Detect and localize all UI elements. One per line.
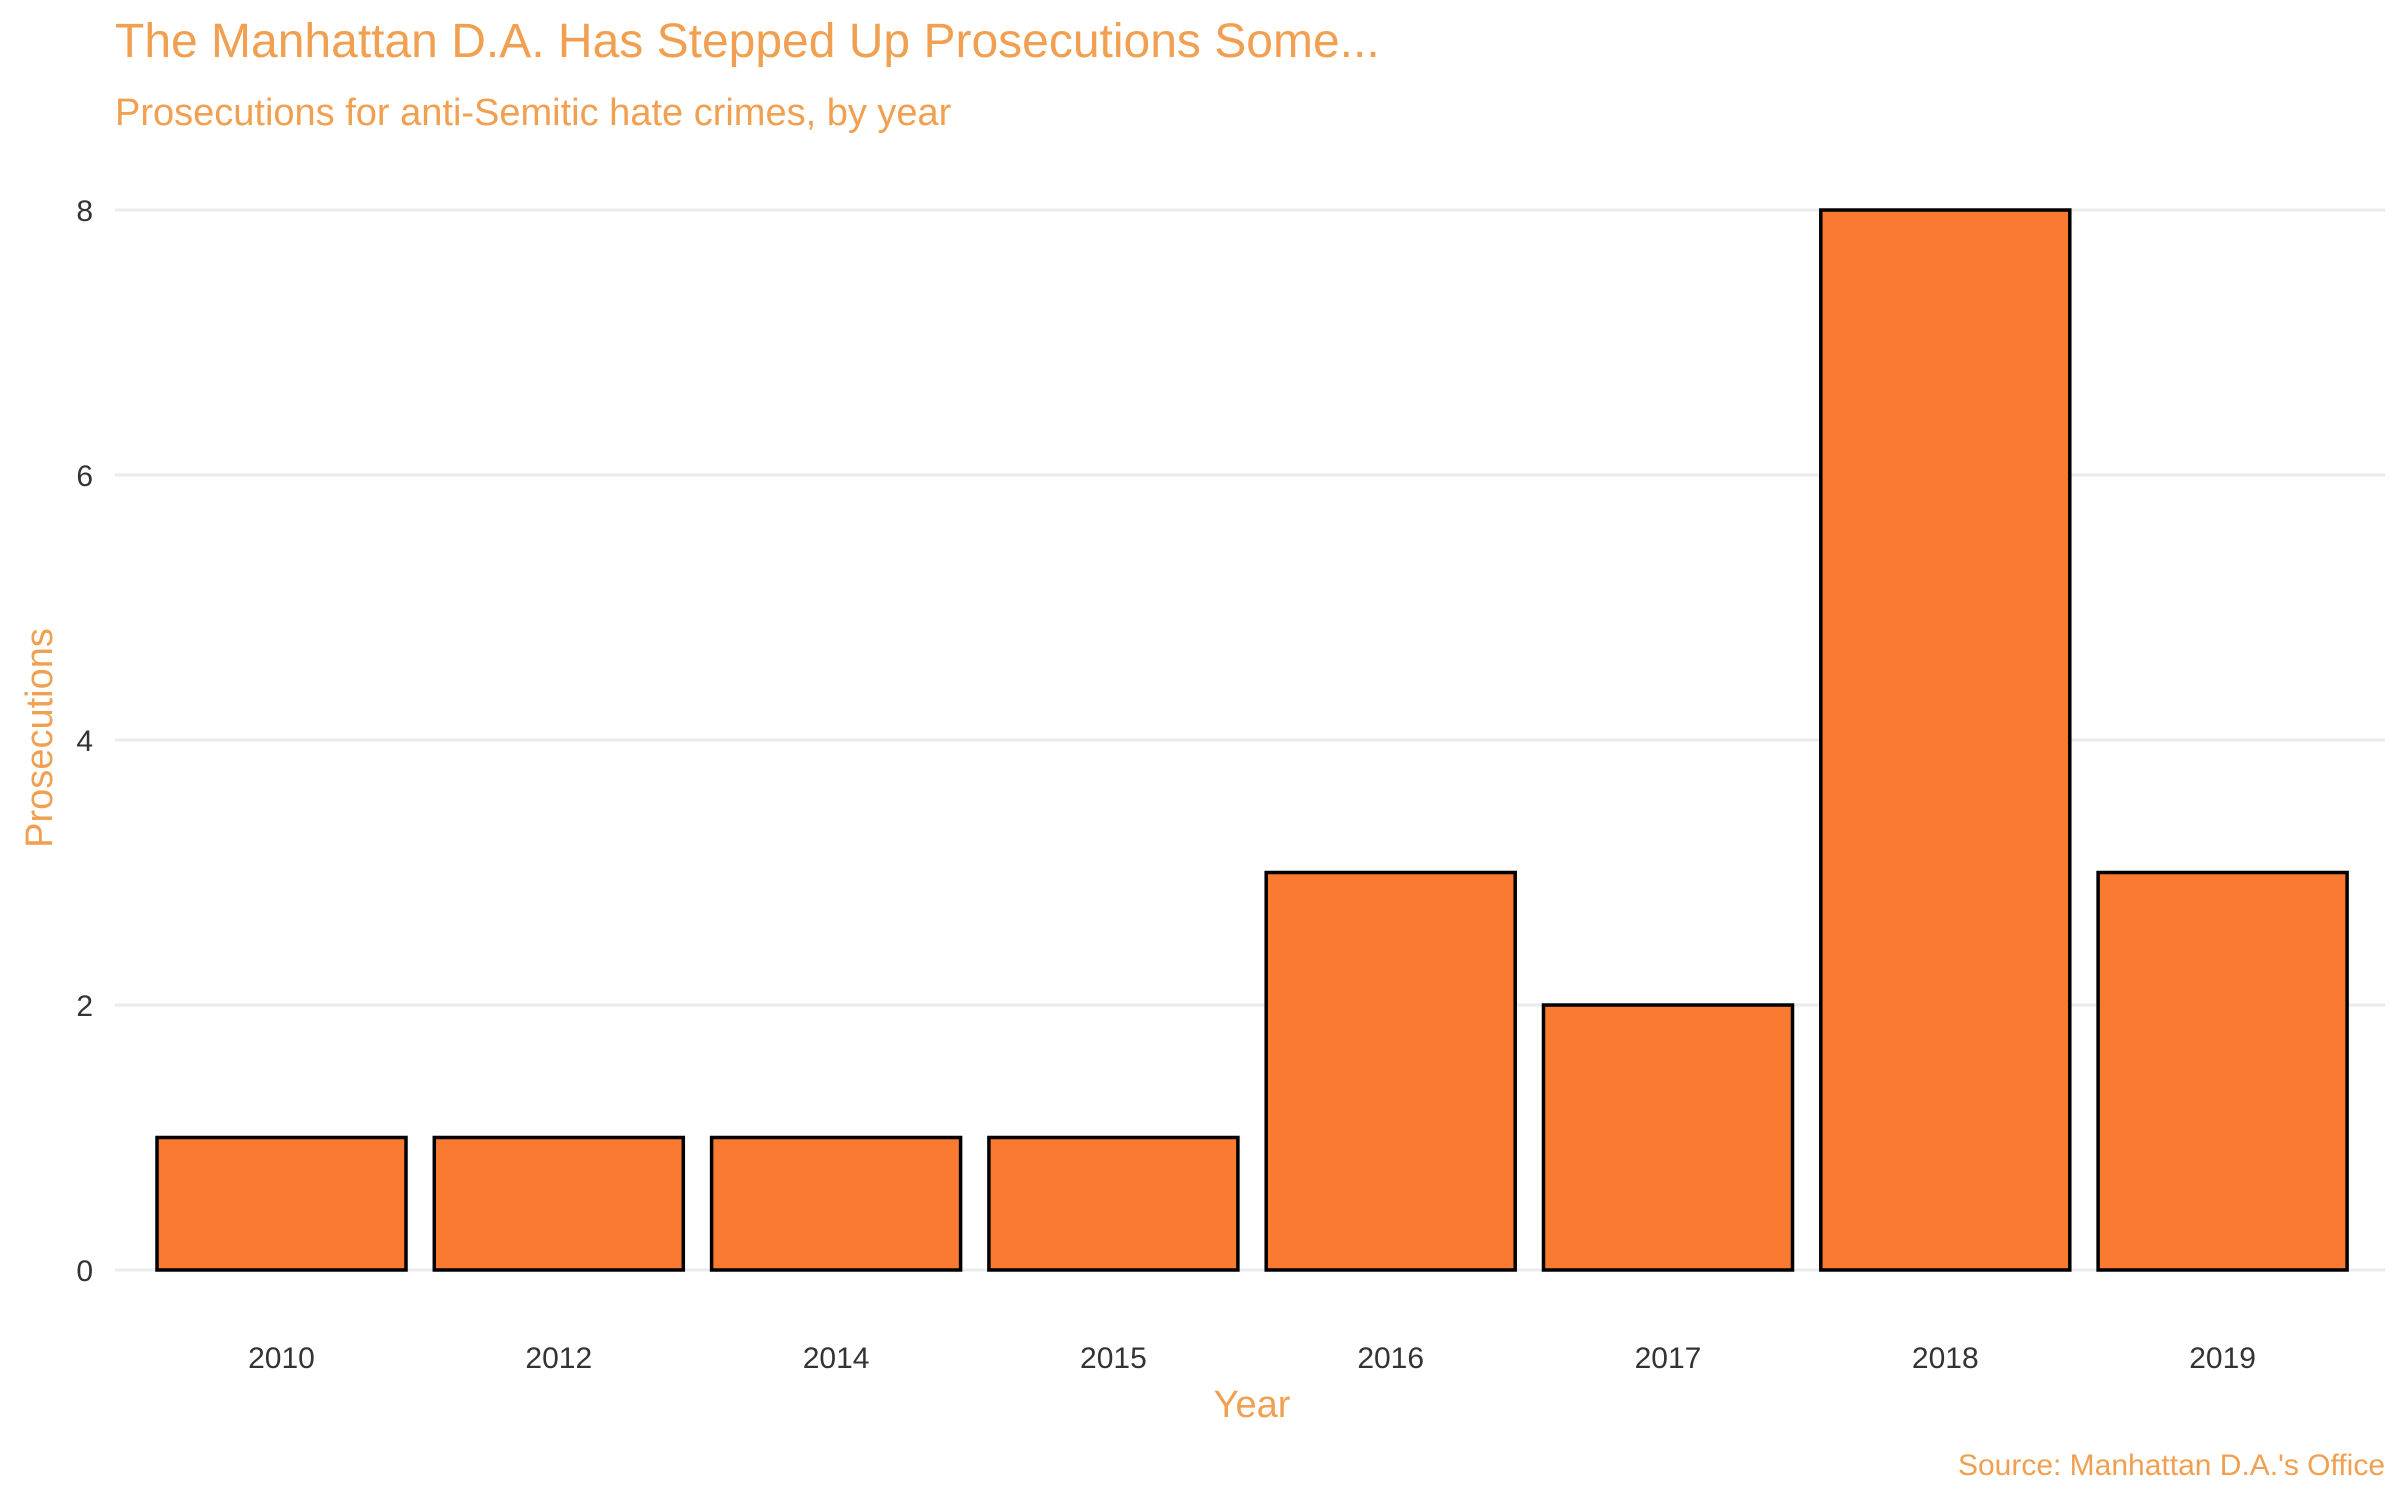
bar-2014 <box>709 1135 963 1272</box>
bar-2016 <box>1264 870 1517 1272</box>
x-tick-label: 2018 <box>1912 1342 1979 1375</box>
y-tick-label: 6 <box>76 460 93 493</box>
x-tick-label: 2012 <box>525 1342 592 1375</box>
bar-2012 <box>432 1135 686 1272</box>
bar-2015 <box>987 1135 1240 1272</box>
x-tick-label: 2010 <box>248 1342 315 1375</box>
bar-2017 <box>1541 1003 1795 1272</box>
y-tick-label: 0 <box>76 1255 93 1288</box>
bar-2018 <box>1819 208 2072 1272</box>
bar-2019 <box>2096 870 2349 1272</box>
x-axis-label: Year <box>1214 1384 1291 1426</box>
x-tick-label: 2016 <box>1357 1342 1424 1375</box>
x-axis-ticks: 2010 2012 2014 2015 2016 2017 2018 2019 <box>248 1342 2256 1375</box>
y-tick-label: 4 <box>76 725 93 758</box>
y-axis-label: Prosecutions <box>19 628 61 848</box>
chart-subtitle: Prosecutions for anti-Semitic hate crime… <box>115 92 952 134</box>
x-tick-label: 2014 <box>803 1342 870 1375</box>
x-tick-label: 2019 <box>2189 1342 2256 1375</box>
source-caption: Source: Manhattan D.A.'s Office <box>1958 1449 2385 1482</box>
x-tick-label: 2017 <box>1635 1342 1702 1375</box>
y-tick-label: 8 <box>76 195 93 228</box>
bar-2010 <box>155 1135 408 1272</box>
chart-title: The Manhattan D.A. Has Stepped Up Prosec… <box>115 15 1380 68</box>
bars <box>155 208 2349 1272</box>
y-axis-ticks: 0 2 4 6 8 <box>76 195 93 1288</box>
y-tick-label: 2 <box>76 990 93 1023</box>
x-tick-label: 2015 <box>1080 1342 1147 1375</box>
